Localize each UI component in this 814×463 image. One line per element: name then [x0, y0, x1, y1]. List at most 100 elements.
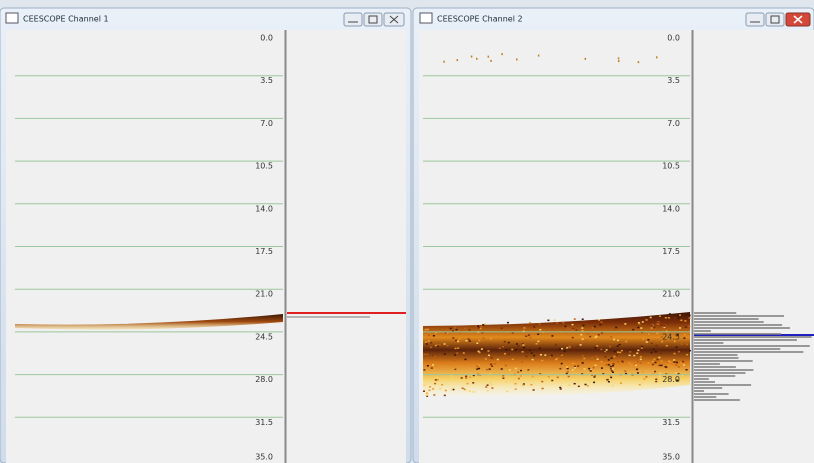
speckle: [487, 354, 490, 357]
speckle: [676, 334, 679, 336]
depth-label: 35.0: [255, 453, 273, 462]
speckle: [465, 339, 468, 342]
speckle: [535, 367, 538, 369]
speckle: [503, 340, 506, 343]
speckle: [560, 362, 563, 365]
speckle: [517, 371, 520, 373]
speckle: [479, 327, 482, 330]
speckle: [638, 323, 641, 325]
speckle: [580, 333, 583, 336]
speckle: [463, 388, 466, 391]
minimize-button[interactable]: [745, 12, 765, 27]
speckle: [433, 355, 436, 358]
speckle: [581, 373, 584, 375]
speckle: [462, 352, 465, 354]
speckle: [575, 329, 578, 331]
speckle: [574, 367, 577, 369]
speckle: [641, 321, 644, 323]
speckle: [598, 319, 601, 321]
depth-label: 21.0: [255, 290, 273, 299]
speckle: [571, 323, 574, 326]
speckle: [584, 57, 587, 60]
speckle: [441, 383, 444, 386]
speckle: [656, 323, 659, 325]
speckle: [600, 332, 603, 334]
depth-label: 17.5: [255, 247, 273, 256]
speckle: [620, 382, 623, 385]
speckle: [432, 388, 435, 390]
speckle: [625, 340, 628, 343]
speckle: [668, 313, 671, 315]
speckle: [658, 356, 661, 359]
speckle: [644, 317, 647, 319]
speckle: [514, 388, 517, 390]
speckle: [476, 325, 479, 327]
speckle: [517, 345, 520, 347]
speckle: [636, 361, 639, 363]
speckle: [585, 339, 588, 342]
speckle: [677, 350, 680, 353]
speckle: [581, 338, 584, 340]
speckle: [665, 330, 668, 332]
speckle: [453, 367, 456, 370]
speckle: [573, 365, 576, 368]
speckle: [572, 328, 575, 330]
speckle: [604, 356, 607, 358]
speckle: [583, 368, 586, 370]
speckle: [685, 326, 688, 328]
speckle: [533, 326, 536, 329]
speckle: [525, 335, 528, 337]
speckle: [517, 377, 520, 380]
depth-label: 7.0: [667, 119, 680, 128]
speckle: [423, 369, 426, 371]
speckle: [581, 362, 584, 364]
speckle: [681, 374, 684, 377]
maximize-button[interactable]: [363, 12, 383, 27]
speckle: [686, 353, 689, 356]
bottom-echo: [423, 312, 690, 397]
speckle: [434, 344, 437, 347]
speckle: [656, 358, 659, 361]
speckle: [613, 355, 616, 358]
speckle: [637, 322, 640, 324]
speckle: [490, 357, 493, 359]
depth-label: 28.0: [255, 375, 273, 384]
speckle: [427, 340, 430, 342]
speckle: [577, 385, 580, 388]
speckle: [467, 338, 470, 340]
speckle: [617, 351, 620, 353]
speckle: [565, 366, 568, 368]
speckle: [436, 344, 439, 346]
speckle: [516, 58, 518, 61]
window-1: CEESCOPE Channel 1: [0, 7, 412, 463]
speckle: [665, 344, 668, 347]
speckle: [610, 357, 613, 359]
speckle: [654, 351, 657, 353]
speckle: [514, 382, 517, 385]
speckle: [522, 344, 525, 346]
speckle: [572, 362, 575, 365]
speckle: [434, 379, 437, 381]
speckle: [527, 369, 530, 371]
speckle: [684, 320, 687, 322]
speckle: [683, 333, 686, 336]
speckle: [521, 351, 524, 353]
speckle: [679, 362, 682, 364]
speckle: [456, 59, 459, 62]
speckle: [521, 361, 524, 363]
window-title: CEESCOPE Channel 2: [437, 15, 523, 24]
minimize-button[interactable]: [343, 12, 363, 27]
speckle: [567, 366, 570, 368]
speckle: [594, 336, 597, 339]
speckle: [526, 368, 529, 370]
speckle: [452, 388, 455, 391]
maximize-button[interactable]: [765, 12, 785, 27]
speckle: [652, 372, 655, 375]
speckle: [659, 352, 662, 355]
speckle: [629, 351, 632, 353]
speckle: [600, 367, 603, 369]
speckle: [443, 394, 446, 397]
speckle: [688, 314, 691, 317]
speckle: [470, 55, 473, 58]
